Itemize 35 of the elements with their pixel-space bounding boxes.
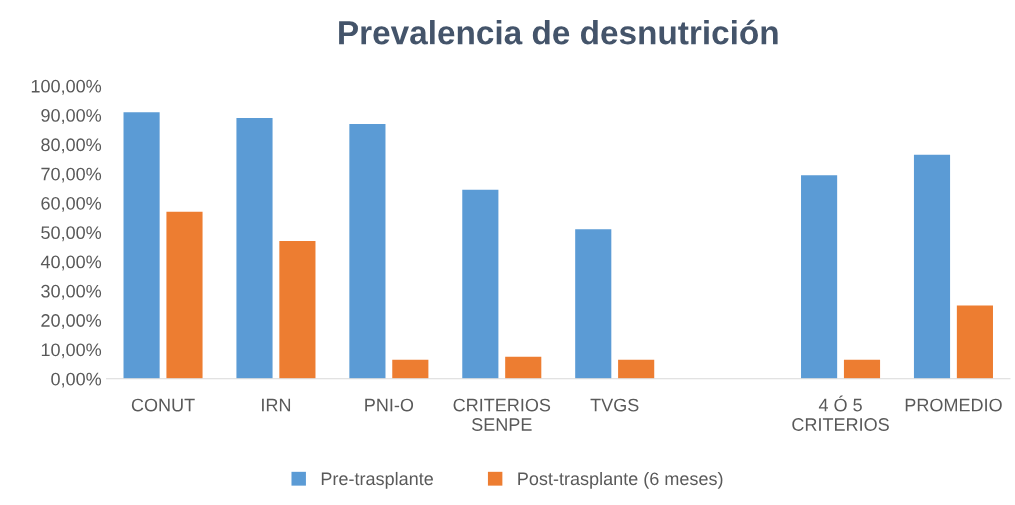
bar — [843, 359, 881, 379]
x-tick-label: PROMEDIO — [905, 398, 1002, 412]
x-tick-label: 4 Ó 5 CRITERIOS — [792, 395, 889, 431]
x-tick-label: CONUT — [131, 398, 195, 412]
bar — [462, 189, 499, 379]
bar — [801, 175, 838, 379]
y-tick-label: 40,00% — [40, 255, 102, 271]
bar — [392, 359, 429, 379]
chart-title: Prevalencia de desnutrición — [339, 19, 778, 45]
y-tick-label: 20,00% — [41, 314, 102, 330]
x-tick-label: IRN — [262, 398, 291, 412]
y-tick-label: 60,00% — [41, 196, 102, 212]
bar — [575, 229, 612, 379]
y-tick-label: 90,00% — [41, 109, 102, 124]
bar — [956, 305, 993, 379]
y-tick-label: 80,00% — [41, 138, 102, 154]
bar — [349, 123, 386, 379]
x-tick-label: CRITERIOS SENPE — [453, 398, 551, 431]
bar — [123, 112, 160, 379]
bar — [279, 241, 316, 379]
y-tick-label: 10,00% — [41, 343, 102, 359]
bar — [913, 154, 951, 379]
bar — [236, 118, 273, 379]
bar — [166, 211, 203, 379]
y-tick-label: 100,00% — [31, 79, 102, 95]
legend-label: Post-trasplante (6 meses) — [518, 471, 723, 489]
legend-label: Pre-trasplante — [321, 471, 433, 489]
bar — [618, 359, 655, 379]
y-tick-label: 30,00% — [41, 284, 102, 300]
y-tick-label: 0,00% — [51, 372, 102, 388]
x-tick-label: TVGS — [590, 398, 639, 412]
bar — [505, 356, 542, 379]
x-tick-label: PNI-O — [365, 398, 414, 412]
y-tick-label: 70,00% — [41, 167, 102, 183]
y-tick-label: 50,00% — [41, 226, 102, 242]
